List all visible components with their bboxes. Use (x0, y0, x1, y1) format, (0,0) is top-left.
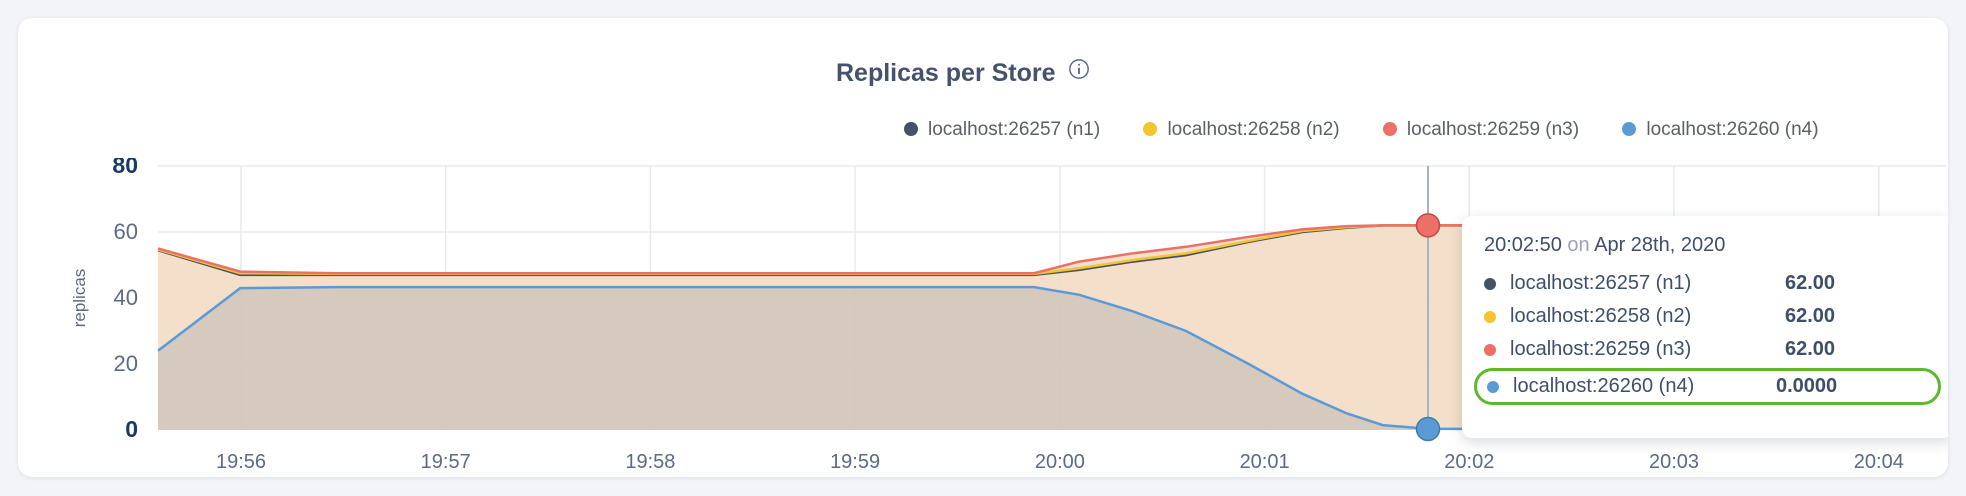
svg-text:40: 40 (114, 285, 138, 310)
svg-text:20:02: 20:02 (1444, 451, 1494, 473)
svg-text:20:01: 20:01 (1240, 451, 1290, 473)
svg-text:80: 80 (112, 158, 138, 178)
svg-text:19:58: 19:58 (625, 451, 675, 473)
svg-text:19:57: 19:57 (421, 451, 471, 473)
svg-text:20:03: 20:03 (1649, 451, 1699, 473)
svg-text:19:56: 19:56 (216, 451, 266, 473)
svg-text:20:00: 20:00 (1035, 451, 1085, 473)
svg-text:20: 20 (114, 351, 138, 376)
svg-text:20:04: 20:04 (1854, 451, 1904, 473)
svg-text:19:59: 19:59 (830, 451, 880, 473)
svg-text:0: 0 (125, 416, 138, 442)
svg-text:60: 60 (114, 219, 138, 244)
